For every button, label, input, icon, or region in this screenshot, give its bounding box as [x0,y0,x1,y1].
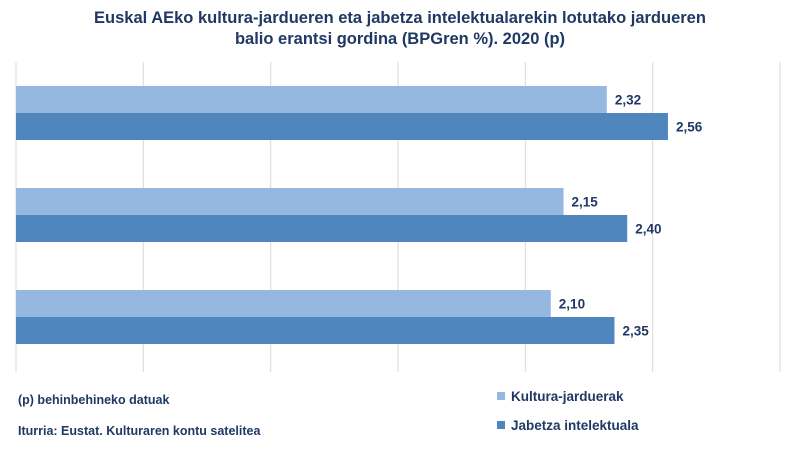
chart-notes: (p) behinbehineko datuak Iturria: Eustat… [18,393,260,455]
legend-label-jabetza: Jabetza intelektuala [511,417,639,433]
bar-kultura-1 [16,86,607,113]
bar-kultura-2 [16,188,564,215]
data-label-kultura-1: 2,32 [615,93,641,108]
data-label-kultura-3: 2,10 [559,297,585,312]
legend-item-kultura: Kultura-jarduerak [497,386,639,406]
bar-jabetza-1 [16,113,668,140]
bar-kultura-3 [16,290,551,317]
legend-label-kultura: Kultura-jarduerak [511,388,624,404]
data-label-jabetza-3: 2,35 [622,324,649,339]
chart-legend: Kultura-jarduerak Jabetza intelektuala [497,386,639,444]
bar-jabetza-3 [16,317,615,344]
bar-jabetza-2 [16,215,628,242]
chart-title: Euskal AEko kultura-jardueren eta jabetz… [0,8,800,50]
provisional-note: (p) behinbehineko datuak [18,393,170,407]
legend-swatch-kultura [497,392,505,400]
legend-item-jabetza: Jabetza intelektuala [497,415,639,435]
data-label-jabetza-1: 2,56 [676,120,703,135]
data-label-jabetza-2: 2,40 [635,222,661,237]
data-label-kultura-2: 2,15 [572,195,599,210]
legend-swatch-jabetza [497,421,505,429]
source-note: Iturria: Eustat. Kulturaren kontu sateli… [18,424,261,438]
chart-title-line-1: Euskal AEko kultura-jardueren eta jabetz… [94,9,706,27]
chart-title-line-2: balio erantsi gordina (BPGren %). 2020 (… [234,30,566,48]
